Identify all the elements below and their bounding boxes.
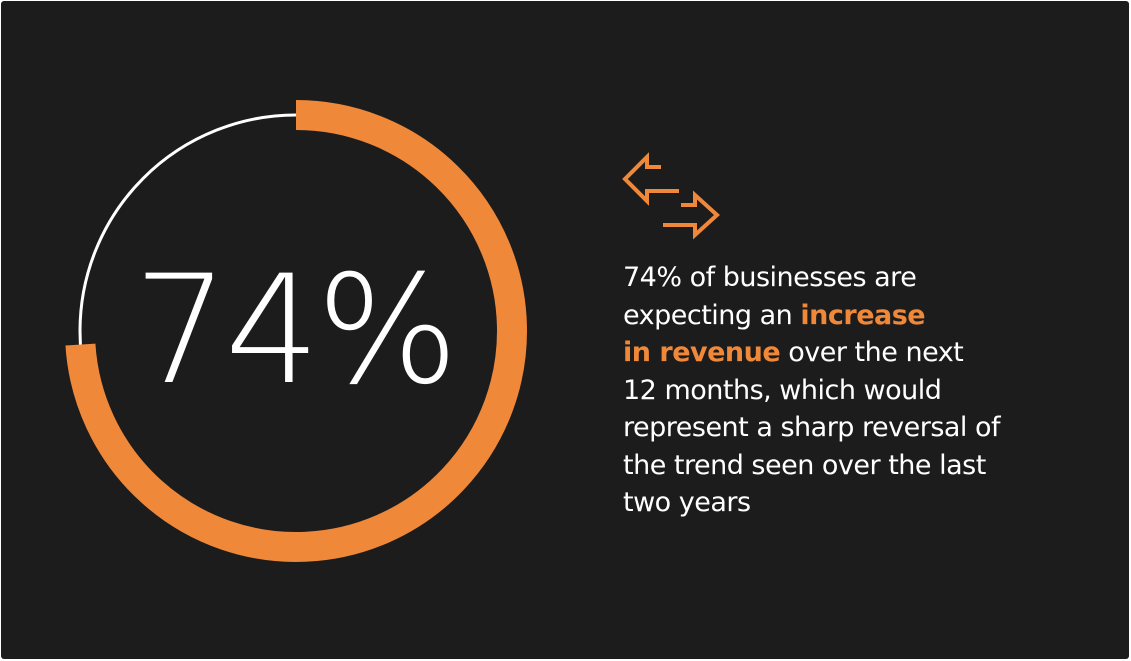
caption-text: expecting an [623,299,793,331]
caption: 74% of businesses are expecting an increa… [623,259,1001,522]
donut-value-label: 74% [133,244,454,418]
caption-line: 74% of businesses are [623,259,1000,297]
caption-highlight: in revenue [623,337,781,368]
caption-text: two years [623,487,751,518]
caption-text: represent a sharp reversal of [623,412,1001,443]
caption-line: 12 months, which would [623,372,1000,410]
caption-text: 74% of businesses are [623,262,917,293]
caption-highlight: increase [800,299,926,331]
donut-arc [65,100,527,562]
swap-arrows-icon [622,152,720,240]
caption-line: represent a sharp reversal of [623,409,1001,447]
caption-text: the trend seen over the last [623,449,986,481]
caption-line: in revenue over the next [623,334,1000,372]
caption-text: 12 months, which would [623,374,942,406]
caption-line: the trend seen over the last [623,447,1000,485]
caption-text: over the next [788,337,964,368]
caption-line: expecting an increase [623,297,1000,335]
caption-line: two years [623,484,1000,522]
